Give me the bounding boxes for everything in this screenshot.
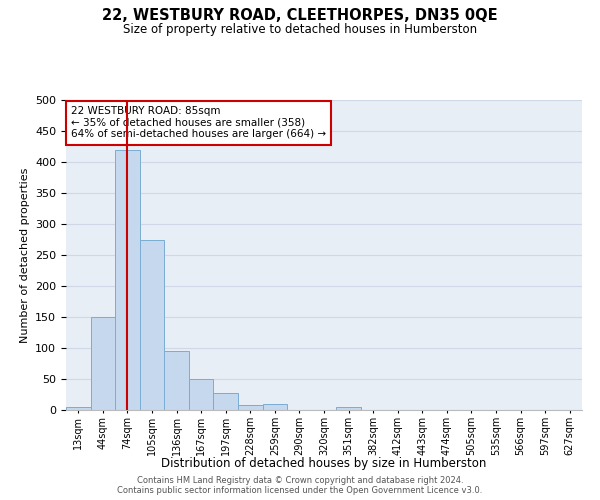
Y-axis label: Number of detached properties: Number of detached properties xyxy=(20,168,29,342)
Bar xyxy=(189,379,214,410)
Text: Distribution of detached houses by size in Humberston: Distribution of detached houses by size … xyxy=(161,458,487,470)
Bar xyxy=(140,240,164,410)
Bar xyxy=(115,150,140,410)
Text: Size of property relative to detached houses in Humberston: Size of property relative to detached ho… xyxy=(123,22,477,36)
Bar xyxy=(263,404,287,410)
Bar xyxy=(238,405,263,410)
Bar xyxy=(164,351,189,410)
Bar xyxy=(214,392,238,410)
Text: 22 WESTBURY ROAD: 85sqm
← 35% of detached houses are smaller (358)
64% of semi-d: 22 WESTBURY ROAD: 85sqm ← 35% of detache… xyxy=(71,106,326,140)
Text: Contains HM Land Registry data © Crown copyright and database right 2024.
Contai: Contains HM Land Registry data © Crown c… xyxy=(118,476,482,495)
Text: 22, WESTBURY ROAD, CLEETHORPES, DN35 0QE: 22, WESTBURY ROAD, CLEETHORPES, DN35 0QE xyxy=(102,8,498,22)
Bar xyxy=(66,407,91,410)
Bar xyxy=(91,317,115,410)
Bar xyxy=(336,407,361,410)
